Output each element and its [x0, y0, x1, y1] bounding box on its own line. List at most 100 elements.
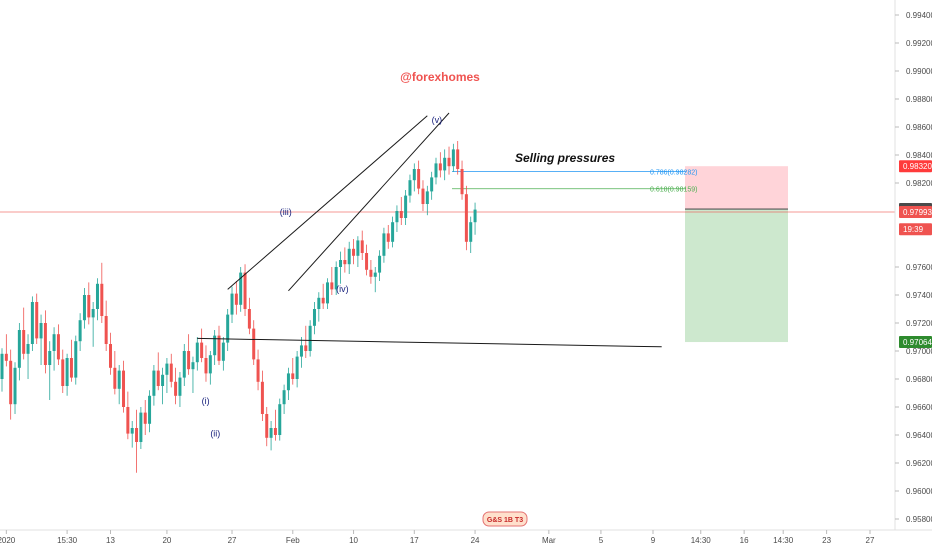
candle-body[interactable] [78, 320, 82, 342]
candle-body[interactable] [169, 363, 173, 382]
candle-body[interactable] [282, 390, 286, 405]
candle-body[interactable] [0, 353, 4, 379]
candle-body[interactable] [330, 282, 334, 290]
candle-body[interactable] [247, 309, 251, 329]
candle-body[interactable] [87, 295, 91, 318]
candle-body[interactable] [438, 163, 442, 171]
candle-body[interactable] [291, 373, 295, 379]
candle-body[interactable] [65, 358, 69, 386]
candle-body[interactable] [360, 240, 364, 253]
candle-body[interactable] [239, 272, 243, 305]
candle-body[interactable] [35, 302, 39, 339]
candle-body[interactable] [95, 283, 99, 309]
candle-body[interactable] [256, 359, 260, 382]
stop-loss-zone[interactable] [685, 166, 788, 210]
candle-body[interactable] [82, 295, 86, 321]
candle-body[interactable] [343, 260, 347, 265]
candle-body[interactable] [378, 255, 382, 273]
candle-body[interactable] [91, 309, 95, 318]
candle-body[interactable] [421, 188, 425, 204]
candle-body[interactable] [473, 209, 477, 223]
candle-body[interactable] [391, 222, 395, 242]
candle-body[interactable] [460, 169, 464, 195]
candle-body[interactable] [260, 381, 264, 414]
candle-body[interactable] [104, 316, 108, 344]
candle-body[interactable] [26, 344, 30, 354]
candle-body[interactable] [326, 282, 329, 304]
candle-body[interactable] [135, 428, 139, 442]
candle-body[interactable] [52, 334, 56, 351]
candle-body[interactable] [204, 358, 208, 374]
candle-body[interactable] [22, 330, 26, 354]
candle-body[interactable] [365, 253, 369, 270]
candle-body[interactable] [69, 358, 73, 378]
candle-body[interactable] [161, 374, 165, 386]
candle-body[interactable] [174, 381, 178, 396]
candle-body[interactable] [56, 334, 60, 360]
candle-body[interactable] [252, 328, 256, 360]
candle-body[interactable] [130, 428, 134, 434]
candle-body[interactable] [4, 353, 8, 361]
candle-body[interactable] [434, 163, 438, 178]
candle-body[interactable] [208, 355, 212, 374]
candle-body[interactable] [9, 360, 13, 405]
candle-body[interactable] [143, 412, 147, 424]
candle-body[interactable] [30, 302, 34, 344]
take-profit-zone[interactable] [685, 209, 788, 343]
candle-body[interactable] [386, 233, 390, 242]
candle-body[interactable] [308, 325, 312, 351]
candle-body[interactable] [456, 149, 460, 169]
candle-body[interactable] [265, 414, 269, 438]
candle-body[interactable] [148, 395, 152, 424]
channel-line[interactable] [288, 112, 450, 292]
candle-body[interactable] [182, 351, 186, 378]
candle-body[interactable] [469, 222, 473, 242]
candle-body[interactable] [417, 169, 421, 189]
candle-body[interactable] [408, 180, 412, 196]
candle-body[interactable] [230, 293, 234, 315]
candle-body[interactable] [61, 359, 65, 386]
candle-body[interactable] [113, 367, 117, 389]
candle-body[interactable] [321, 297, 325, 304]
candle-body[interactable] [451, 149, 455, 167]
candle-body[interactable] [464, 194, 468, 242]
candle-body[interactable] [156, 370, 160, 386]
candle-body[interactable] [299, 345, 303, 357]
candle-body[interactable] [373, 272, 377, 277]
candle-body[interactable] [226, 314, 230, 343]
candle-body[interactable] [234, 293, 238, 305]
candle-body[interactable] [195, 342, 199, 363]
candle-body[interactable] [425, 191, 429, 204]
support-line[interactable] [197, 337, 662, 348]
candle-body[interactable] [122, 370, 126, 407]
candle-body[interactable] [412, 169, 416, 181]
candle-body[interactable] [356, 240, 360, 256]
candle-body[interactable] [334, 267, 338, 290]
candle-body[interactable] [217, 335, 221, 361]
candle-body[interactable] [382, 233, 386, 256]
candle-body[interactable] [200, 342, 204, 358]
candle-body[interactable] [295, 356, 299, 379]
candle-body[interactable] [187, 351, 191, 370]
candle-body[interactable] [399, 211, 403, 218]
candle-body[interactable] [165, 363, 169, 375]
candle-body[interactable] [213, 335, 217, 356]
candle-body[interactable] [269, 428, 273, 438]
candle-body[interactable] [304, 345, 308, 351]
candle-body[interactable] [109, 344, 112, 368]
candle-body[interactable] [43, 323, 47, 365]
candle-body[interactable] [443, 157, 447, 171]
candle-body[interactable] [339, 260, 343, 267]
candle-body[interactable] [100, 283, 104, 316]
candle-body[interactable] [395, 211, 399, 223]
candle-body[interactable] [178, 377, 182, 396]
candle-body[interactable] [139, 412, 143, 442]
candle-body[interactable] [17, 330, 21, 368]
candle-body[interactable] [404, 195, 408, 218]
candle-body[interactable] [74, 341, 78, 378]
candle-body[interactable] [191, 362, 195, 370]
candle-body[interactable] [317, 297, 321, 309]
candle-body[interactable] [369, 269, 373, 277]
candle-body[interactable] [286, 373, 290, 391]
